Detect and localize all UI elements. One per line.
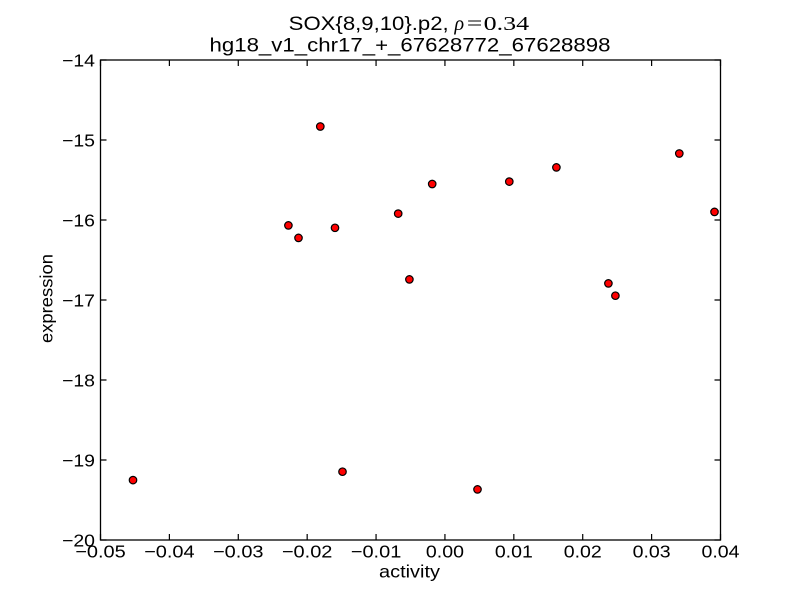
svg-text:expression: expression bbox=[37, 254, 57, 343]
svg-text:activity: activity bbox=[379, 561, 440, 581]
svg-text:−16: −16 bbox=[62, 211, 95, 231]
svg-text:−0.05: −0.05 bbox=[75, 541, 126, 561]
svg-text:−0.01: −0.01 bbox=[351, 541, 402, 561]
svg-text:−17: −17 bbox=[62, 291, 95, 311]
svg-text:=: = bbox=[467, 13, 483, 35]
svg-text:ρ: ρ bbox=[454, 13, 465, 35]
svg-text:−18: −18 bbox=[62, 371, 95, 391]
svg-text:0.04: 0.04 bbox=[702, 541, 740, 561]
svg-text:−0.03: −0.03 bbox=[213, 541, 264, 561]
svg-text:−19: −19 bbox=[62, 451, 95, 471]
svg-text:−15: −15 bbox=[62, 131, 95, 151]
svg-text:0.03: 0.03 bbox=[633, 541, 671, 561]
svg-text:−20: −20 bbox=[62, 531, 95, 551]
svg-text:0.02: 0.02 bbox=[564, 541, 602, 561]
svg-text:0.00: 0.00 bbox=[426, 541, 464, 561]
svg-text:hg18_v1_chr17_+_67628772_67628: hg18_v1_chr17_+_67628772_67628898 bbox=[210, 35, 611, 57]
svg-text:−14: −14 bbox=[62, 51, 95, 71]
svg-text:0.01: 0.01 bbox=[495, 541, 533, 561]
svg-text:−0.02: −0.02 bbox=[282, 541, 333, 561]
svg-text:0.34: 0.34 bbox=[484, 13, 529, 35]
svg-text:−0.04: −0.04 bbox=[144, 541, 195, 561]
svg-text:SOX{8,9,10}.p2,: SOX{8,9,10}.p2, bbox=[289, 13, 449, 35]
